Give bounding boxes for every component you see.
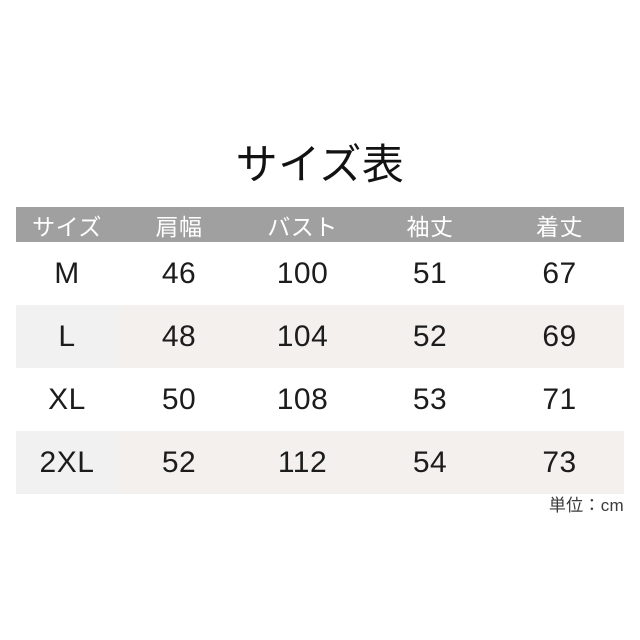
cell-sleeve: 53 [365, 368, 495, 431]
table-row: L 48 104 52 69 [16, 305, 624, 368]
column-header-sleeve: 袖丈 [406, 213, 454, 240]
cell-size: M [16, 242, 118, 305]
cell-size: 2XL [16, 431, 118, 494]
column-header-shoulder: 肩幅 [155, 213, 203, 240]
cell-shoulder: 52 [118, 431, 240, 494]
cell-sleeve: 54 [365, 431, 495, 494]
table-row: 2XL 52 112 54 73 [16, 431, 624, 494]
column-header-bust: バスト [267, 213, 338, 240]
column-header-length: 着丈 [536, 213, 583, 240]
cell-bust: 100 [240, 242, 365, 305]
cell-bust: 112 [240, 431, 365, 494]
table-row: M 46 100 51 67 [16, 242, 624, 305]
cell-bust: 108 [240, 368, 365, 431]
cell-shoulder: 46 [118, 242, 240, 305]
column-header-size: サイズ [32, 213, 102, 240]
cell-shoulder: 48 [118, 305, 240, 368]
cell-length: 71 [495, 368, 624, 431]
table-row: XL 50 108 53 71 [16, 368, 624, 431]
unit-note: 単位：cm [548, 496, 624, 515]
cell-bust: 104 [240, 305, 365, 368]
cell-sleeve: 51 [365, 242, 495, 305]
cell-size: L [16, 305, 118, 368]
cell-size: XL [16, 368, 118, 431]
cell-length: 73 [495, 431, 624, 494]
size-table-header: サイズ 肩幅 バスト 袖丈 着丈 [16, 207, 624, 242]
table-header-row: サイズ 肩幅 バスト 袖丈 着丈 [16, 207, 624, 242]
cell-shoulder: 50 [118, 368, 240, 431]
page-title: サイズ表 [235, 141, 405, 188]
cell-length: 69 [495, 305, 624, 368]
size-table: サイズ 肩幅 バスト 袖丈 着丈 M 46 100 51 67 L 48 104… [16, 207, 624, 494]
cell-sleeve: 52 [365, 305, 495, 368]
size-table-body: M 46 100 51 67 L 48 104 52 69 XL 50 108 … [16, 242, 624, 494]
cell-length: 67 [495, 242, 624, 305]
